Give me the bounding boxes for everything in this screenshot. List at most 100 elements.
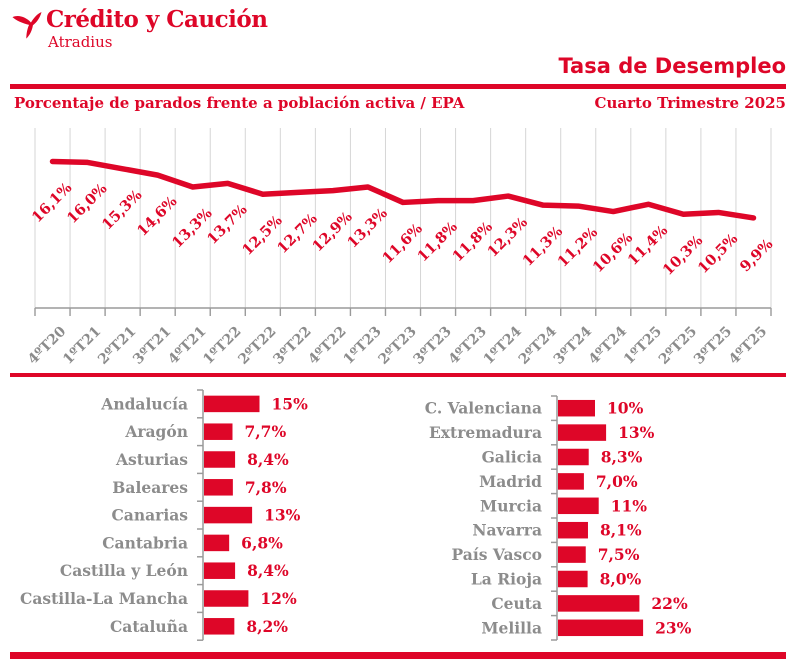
middle-rule	[10, 373, 786, 377]
x-axis-label: 4ºT21	[165, 324, 209, 368]
brand-name: Crédito y Caución	[46, 6, 268, 33]
x-axis-label: 2ºT22	[235, 324, 279, 368]
bar	[204, 451, 236, 468]
bar-value-label: 12%	[260, 589, 297, 608]
bar-value-label: 23%	[655, 618, 692, 637]
region-label: Canarias	[111, 506, 188, 525]
x-axis-label: 3ºT23	[411, 324, 455, 368]
region-label: País Vasco	[452, 545, 542, 564]
x-axis-label: 4ºT22	[305, 324, 349, 368]
bar	[204, 618, 235, 635]
region-label: Cataluña	[110, 617, 188, 636]
x-axis-label: 2ºT25	[656, 324, 700, 368]
regional-bars-section: Andalucía 15% Aragón 7,7% Asturias 8,4% Balear…	[10, 388, 786, 650]
region-label: Castilla-La Mancha	[20, 589, 188, 608]
regional-bar-chart-left: Andalucía 15% Aragón 7,7% Asturias 8,4% Balear…	[20, 389, 309, 641]
data-point-label: 10,5%	[695, 230, 742, 277]
bar-value-label: 10%	[607, 399, 644, 418]
bar	[204, 395, 260, 413]
bar	[558, 521, 588, 539]
bar-value-label: 7,7%	[244, 422, 286, 441]
atradius-bird-icon	[12, 12, 42, 39]
region-label: Cantabria	[102, 533, 188, 552]
trend-line	[49, 158, 757, 221]
x-axis-label: 1ºT22	[200, 324, 244, 368]
bar	[558, 424, 607, 441]
x-axis-label: 2ºT21	[95, 324, 139, 368]
region-label: Navarra	[472, 521, 542, 540]
data-point-label: 12,9%	[309, 208, 356, 255]
bar-value-label: 8,4%	[247, 450, 289, 469]
data-point-label: 9,9%	[737, 236, 777, 276]
data-point-label: 11,6%	[379, 220, 426, 267]
region-label: Extremadura	[429, 423, 542, 442]
x-axis-label: 1ºT23	[340, 324, 384, 368]
data-point-label: 12,5%	[239, 212, 286, 259]
x-axis-label: 3ºT21	[130, 324, 174, 368]
x-axis-label: 4ºT23	[446, 324, 490, 368]
bar	[204, 590, 249, 607]
x-axis-label: 1ºT21	[60, 324, 104, 368]
data-point-label: 11,8%	[449, 218, 496, 265]
brand-text: Crédito y Caución Atradius	[46, 6, 268, 52]
data-point-label: 10,3%	[659, 232, 706, 279]
x-axis-label: 2ºT24	[516, 323, 560, 367]
bar	[558, 570, 588, 588]
region-label: Aragón	[124, 422, 188, 441]
bar-value-label: 13%	[264, 506, 301, 525]
bar	[558, 497, 599, 515]
data-point-label: 13,3%	[344, 205, 391, 252]
x-axis-label: 3ºT25	[691, 324, 735, 368]
bar	[558, 399, 595, 417]
x-axis-label: 3ºT22	[270, 324, 314, 368]
bar	[204, 506, 253, 524]
x-axis-label: 4ºT25	[726, 324, 770, 368]
bar	[204, 534, 230, 552]
bar	[558, 595, 640, 612]
region-label: Castilla y León	[60, 561, 188, 580]
bar	[204, 479, 233, 496]
page-title: Tasa de Desempleo	[558, 54, 786, 78]
header-rule	[10, 84, 786, 89]
bar	[558, 546, 586, 563]
bar-value-label: 8,1%	[600, 521, 642, 540]
x-axis-label: 4ºT24	[586, 323, 630, 367]
brand-logo: Crédito y Caución Atradius	[12, 6, 268, 52]
chart-subtitle: Porcentaje de parados frente a población…	[14, 94, 465, 112]
region-label: Galicia	[482, 448, 542, 467]
region-label: Melilla	[481, 618, 542, 637]
unemployment-trend-chart: 16,1%16,0%15,3%14,6%13,3%13,7%12,5%12,7%…	[25, 128, 777, 368]
bar-value-label: 11%	[611, 496, 648, 515]
bar-value-label: 7,8%	[245, 478, 287, 497]
bar	[558, 473, 584, 490]
region-label: Baleares	[112, 478, 188, 497]
region-label: Ceuta	[491, 594, 542, 613]
bar-value-label: 6,8%	[241, 533, 283, 552]
region-label: La Rioja	[471, 570, 542, 589]
footer-rule	[10, 652, 786, 659]
region-label: Asturias	[115, 450, 188, 469]
bar-value-label: 8,4%	[247, 561, 289, 580]
period-label: Cuarto Trimestre 2025	[594, 94, 787, 112]
x-axis-label: 3ºT24	[551, 323, 595, 367]
bar	[558, 448, 589, 466]
data-point-label: 13,3%	[169, 205, 216, 252]
bar	[204, 423, 233, 440]
bar-value-label: 13%	[618, 423, 655, 442]
x-axis-label: 2ºT23	[376, 324, 420, 368]
brand-subname: Atradius	[48, 33, 113, 52]
bar-value-label: 8,3%	[601, 448, 643, 467]
bar-value-label: 8,2%	[246, 617, 288, 636]
regional-bar-chart-right: C. Valenciana 10% Extremadura 13% Galicia 8,3…	[425, 395, 692, 641]
x-axis-label: 1ºT24	[481, 323, 525, 367]
region-label: C. Valenciana	[425, 399, 542, 418]
bar-value-label: 7,5%	[598, 545, 640, 564]
x-axis-label: 1ºT25	[621, 324, 665, 368]
region-label: Madrid	[479, 472, 542, 491]
x-axis-label: 4ºT20	[25, 323, 69, 367]
bar-value-label: 15%	[272, 394, 309, 413]
bar-value-label: 22%	[651, 594, 688, 613]
bar-value-label: 7,0%	[596, 472, 638, 491]
region-label: Murcia	[480, 496, 542, 515]
